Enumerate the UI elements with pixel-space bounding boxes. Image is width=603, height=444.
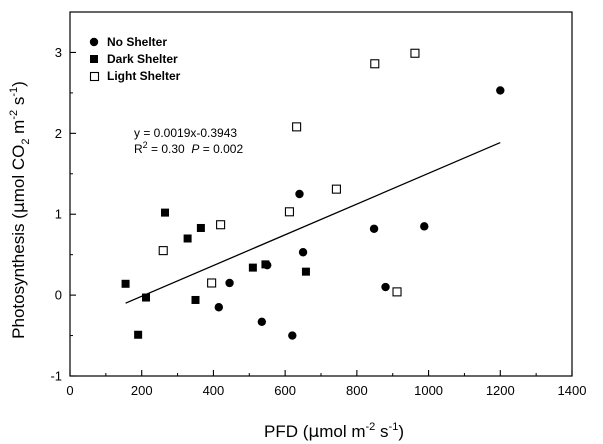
point-no-shelter — [288, 331, 297, 340]
y-title-mu: µ — [9, 202, 29, 213]
y-title-mid: mol CO — [9, 145, 28, 203]
y-tick-label: 0 — [55, 288, 62, 303]
x-tick-label: 200 — [131, 383, 153, 398]
point-light-shelter — [158, 246, 168, 256]
x-tick-label: 600 — [274, 383, 296, 398]
y-tick-label: -1 — [50, 369, 62, 384]
point-no-shelter — [369, 224, 379, 233]
x-tick-label: 1200 — [486, 383, 515, 398]
point-dark-shelter — [142, 293, 151, 302]
regression-line — [125, 141, 501, 304]
legend-marker-no-shelter — [89, 37, 99, 47]
x-title-pre: PFD ( — [264, 422, 309, 441]
legend-marker-light-shelter — [89, 71, 100, 82]
point-light-shelter — [284, 207, 294, 217]
point-light-shelter — [370, 59, 380, 69]
x-tick-label: 1400 — [558, 383, 587, 398]
y-axis-ticks: -1 0 1 2 3 — [50, 45, 76, 384]
y-tick-label: 1 — [55, 207, 62, 222]
r-superscript: 2 — [143, 140, 148, 150]
point-no-shelter — [295, 189, 304, 199]
x-axis-title: PFD (µmol m-2 s-1) — [264, 421, 404, 442]
y-title-sub: 2 — [20, 139, 32, 145]
point-dark-shelter — [196, 223, 205, 232]
point-no-shelter — [298, 248, 308, 257]
point-light-shelter — [410, 48, 420, 58]
r-label: R — [134, 142, 143, 156]
x-title-gap: s — [375, 422, 388, 441]
y-tick-label: 3 — [55, 45, 62, 60]
x-title-sup1: -2 — [366, 421, 376, 433]
point-no-shelter — [257, 317, 267, 327]
legend-label-dark-shelter: Dark Shelter — [107, 52, 178, 66]
x-tick-label: 1000 — [414, 383, 443, 398]
point-dark-shelter — [134, 330, 143, 339]
x-axis-ticks: 0 200 400 600 800 1000 1200 1400 — [66, 370, 586, 398]
p-value: = 0.002 — [199, 142, 243, 156]
regression-equation: y = 0.0019x-0.3943 — [134, 126, 237, 140]
point-dark-shelter — [161, 208, 170, 217]
legend-label-no-shelter: No Shelter — [107, 35, 167, 49]
x-title-post: ) — [398, 422, 404, 441]
y-axis-title: Photosynthesis (µmol CO2 m-2 s-1) — [8, 81, 32, 339]
point-light-shelter — [392, 287, 402, 297]
x-tick-label: 0 — [66, 383, 73, 398]
x-title-sup2: -1 — [389, 421, 399, 433]
point-dark-shelter — [121, 279, 130, 288]
legend: No Shelter Dark Shelter Light Shelter — [89, 35, 181, 83]
x-tick-label: 400 — [203, 383, 225, 398]
point-no-shelter — [420, 222, 429, 231]
point-light-shelter — [292, 122, 302, 132]
y-title-gap2: s — [9, 97, 28, 110]
y-title-post: ) — [9, 81, 28, 87]
point-dark-shelter — [248, 263, 257, 272]
point-no-shelter — [496, 86, 505, 95]
p-label: P — [191, 142, 199, 156]
point-dark-shelter — [191, 295, 200, 304]
y-title-gap: m — [9, 120, 28, 139]
data-points — [121, 48, 505, 340]
y-tick-label: 2 — [55, 126, 62, 141]
x-tick-label: 800 — [346, 383, 368, 398]
legend-label-light-shelter: Light Shelter — [107, 69, 181, 83]
x-title-mid: mol m — [319, 422, 365, 441]
y-title-sup2: -1 — [8, 87, 20, 97]
regression-line-group — [125, 141, 501, 304]
point-light-shelter — [216, 220, 226, 230]
point-light-shelter — [331, 184, 341, 194]
r-value: = 0.30 — [148, 142, 192, 156]
legend-marker-dark-shelter — [90, 55, 98, 63]
point-no-shelter — [381, 282, 390, 292]
point-dark-shelter — [183, 234, 192, 243]
regression-stats: R2 = 0.30 P = 0.002 — [134, 140, 243, 156]
point-no-shelter — [225, 278, 234, 288]
point-light-shelter — [207, 278, 217, 288]
point-dark-shelter — [301, 267, 310, 276]
point-dark-shelter — [261, 260, 270, 269]
y-title-sup1: -2 — [8, 110, 20, 120]
x-title-mu: µ — [308, 422, 319, 442]
point-no-shelter — [214, 303, 224, 312]
y-title-pre: Photosynthesis ( — [9, 213, 28, 339]
